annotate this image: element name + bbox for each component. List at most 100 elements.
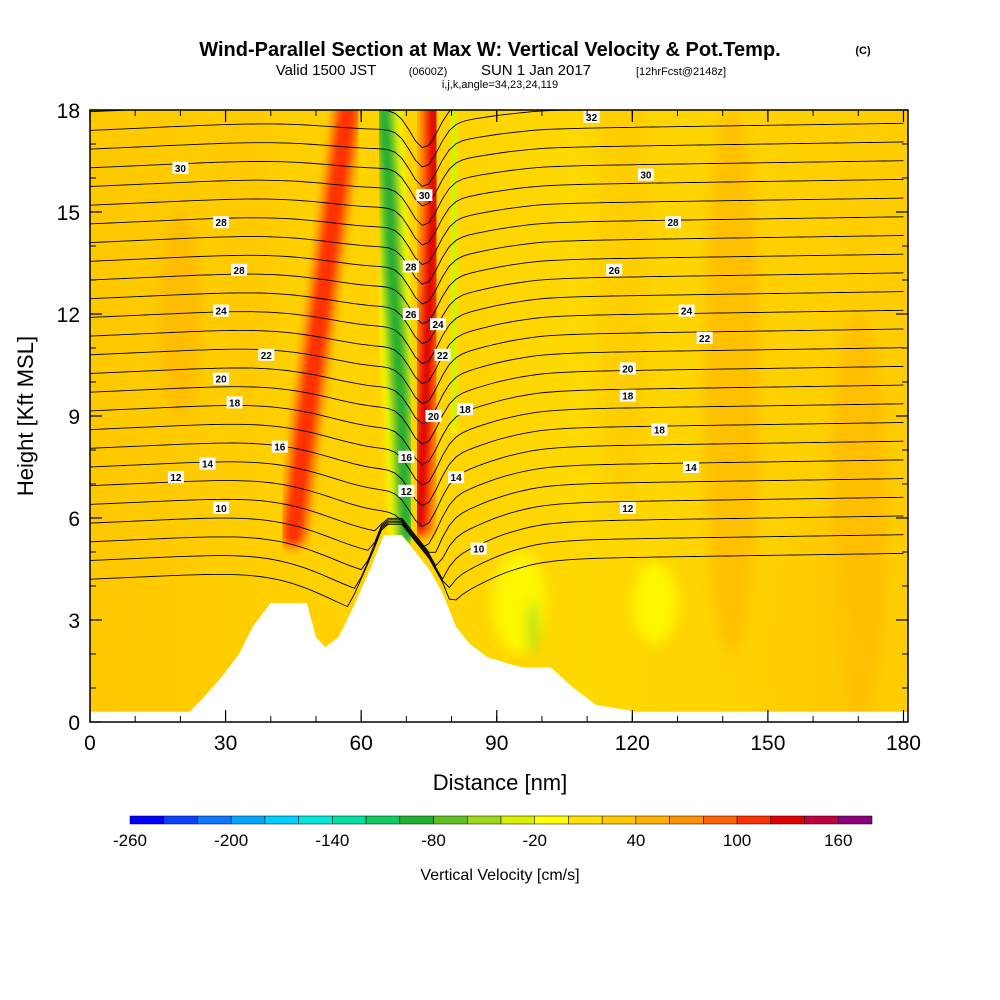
updraft-plume-2 (402, 110, 451, 542)
contour-label-28: 20 (619, 362, 636, 375)
contour-label-bg (167, 471, 184, 484)
contour-label-bg (448, 471, 465, 484)
colorbar-tick-label: -140 (315, 831, 349, 850)
contour-label-text: 30 (175, 164, 187, 175)
contour-label-1: 12 (167, 471, 184, 484)
valid-date: SUN 1 Jan 2017 (481, 62, 591, 79)
contour-label-3: 16 (271, 440, 288, 454)
colorbar-tick-label: 160 (824, 831, 852, 850)
isentrope (90, 328, 904, 405)
contour-label-24: 28 (665, 216, 681, 229)
section-indices: i,j,k,angle=34,23,24,119 (442, 79, 558, 91)
valid-time: Valid 1500 JST (276, 62, 377, 79)
contour-label-4: 18 (226, 396, 243, 409)
contour-label-bg (213, 501, 230, 514)
colorbar-swatch (568, 815, 603, 825)
colorbar-tick-label: -20 (522, 831, 547, 850)
contour-label-18: 30 (416, 189, 433, 202)
contour-label-bg (678, 304, 695, 317)
contour-label-22: 32 (583, 110, 600, 124)
isentrope (90, 403, 904, 486)
isentrope (90, 309, 904, 385)
contour-label-bg (231, 263, 248, 276)
contour-label-bg (213, 216, 230, 229)
contour-label-0: 10 (213, 501, 230, 515)
contour-label-30: 18 (651, 423, 668, 437)
contour-label-16: 26 (402, 308, 419, 321)
weak-region (160, 212, 201, 416)
contour-label-bg (213, 304, 230, 317)
contour-label-text: 20 (428, 412, 440, 423)
contour-label-bg (402, 308, 419, 320)
colorbar: -260 -200 -140 -80 -20 40 100 160 (113, 815, 873, 850)
weak-region (221, 110, 276, 416)
isentrope (90, 141, 904, 207)
contour-label-text: 28 (234, 266, 246, 277)
isentrope (90, 422, 904, 507)
colorbar-swatch (500, 815, 535, 825)
contour-labels: 10 12 14 16 18 20 22 24 28 28 30 12 16 20 22 24 26 28 30 10… (167, 110, 713, 556)
isentrope (90, 384, 904, 466)
contour-label-26: 24 (678, 304, 695, 318)
contour-label-text: 18 (622, 392, 634, 403)
colorbar-swatch (838, 815, 873, 825)
axes: 0 30 60 90 120 150 180 0 3 6 9 12 15 18 (57, 100, 921, 755)
contour-label-bg (665, 216, 681, 229)
contour-label-bg (271, 440, 288, 453)
contour-label-text: 16 (401, 453, 413, 464)
contour-label-14: 22 (434, 348, 451, 362)
contour-label-bg (619, 501, 636, 514)
contour-label-bg (457, 403, 474, 416)
contour-label-text: 16 (274, 443, 286, 454)
contour-label-text: 24 (681, 307, 693, 318)
plot-area: 10 12 14 16 18 20 22 24 28 28 30 12 16 20 22 24 26 28 30 10… (90, 110, 908, 722)
contour-label-25: 26 (606, 263, 623, 277)
y-tick-label: 9 (68, 406, 80, 429)
contour-label-bg (258, 348, 275, 361)
contour-label-text: 22 (437, 351, 449, 362)
y-tick-label: 6 (68, 508, 80, 531)
contour-label-bg (651, 423, 668, 436)
contour-label-text: 26 (609, 266, 621, 277)
colorbar-tick-label: -200 (214, 831, 248, 850)
contour-label-6: 22 (258, 348, 275, 362)
contour-label-text: 14 (202, 460, 214, 471)
contour-label-text: 22 (261, 351, 273, 362)
contour-label-10: 30 (172, 161, 189, 175)
contour-label-text: 10 (216, 504, 228, 515)
contour-label-11: 12 (398, 484, 415, 498)
contour-label-bg (425, 410, 442, 422)
x-axis-label: Distance [nm] (433, 770, 568, 795)
contour-label-bg (430, 318, 446, 331)
x-tick-label: 90 (485, 732, 508, 755)
contour-label-text: 32 (586, 113, 598, 124)
contour-label-27: 22 (696, 331, 713, 345)
weak-region (772, 518, 854, 722)
contour-label-20: 14 (448, 471, 465, 484)
contour-label-bg (398, 484, 415, 497)
contour-label-bg (398, 450, 415, 463)
contour-label-text: 18 (229, 398, 241, 409)
contour-label-text: 12 (401, 487, 413, 498)
contour-label-text: 30 (640, 171, 652, 182)
contour-label-15: 24 (430, 318, 446, 331)
colorbar-swatch (433, 815, 468, 825)
contour-label-8: 28 (231, 263, 248, 277)
colorbar-swatch (197, 815, 232, 825)
contour-label-bg (416, 189, 433, 201)
contour-label-text: 14 (451, 473, 463, 484)
isentrope (90, 253, 904, 325)
contour-label-text: 22 (699, 334, 711, 345)
colorbar-swatch (669, 815, 704, 825)
downdraft-plume-1 (366, 110, 424, 552)
contour-label-31: 14 (683, 461, 700, 474)
y-tick-label: 3 (68, 610, 80, 633)
weak-region (596, 110, 651, 518)
weak-region (704, 110, 759, 654)
contour-label-23: 30 (637, 168, 654, 182)
isentrope (90, 478, 904, 553)
contour-label-2: 14 (199, 457, 216, 471)
isentrope (90, 365, 904, 445)
contour-label-text: 10 (473, 545, 485, 556)
